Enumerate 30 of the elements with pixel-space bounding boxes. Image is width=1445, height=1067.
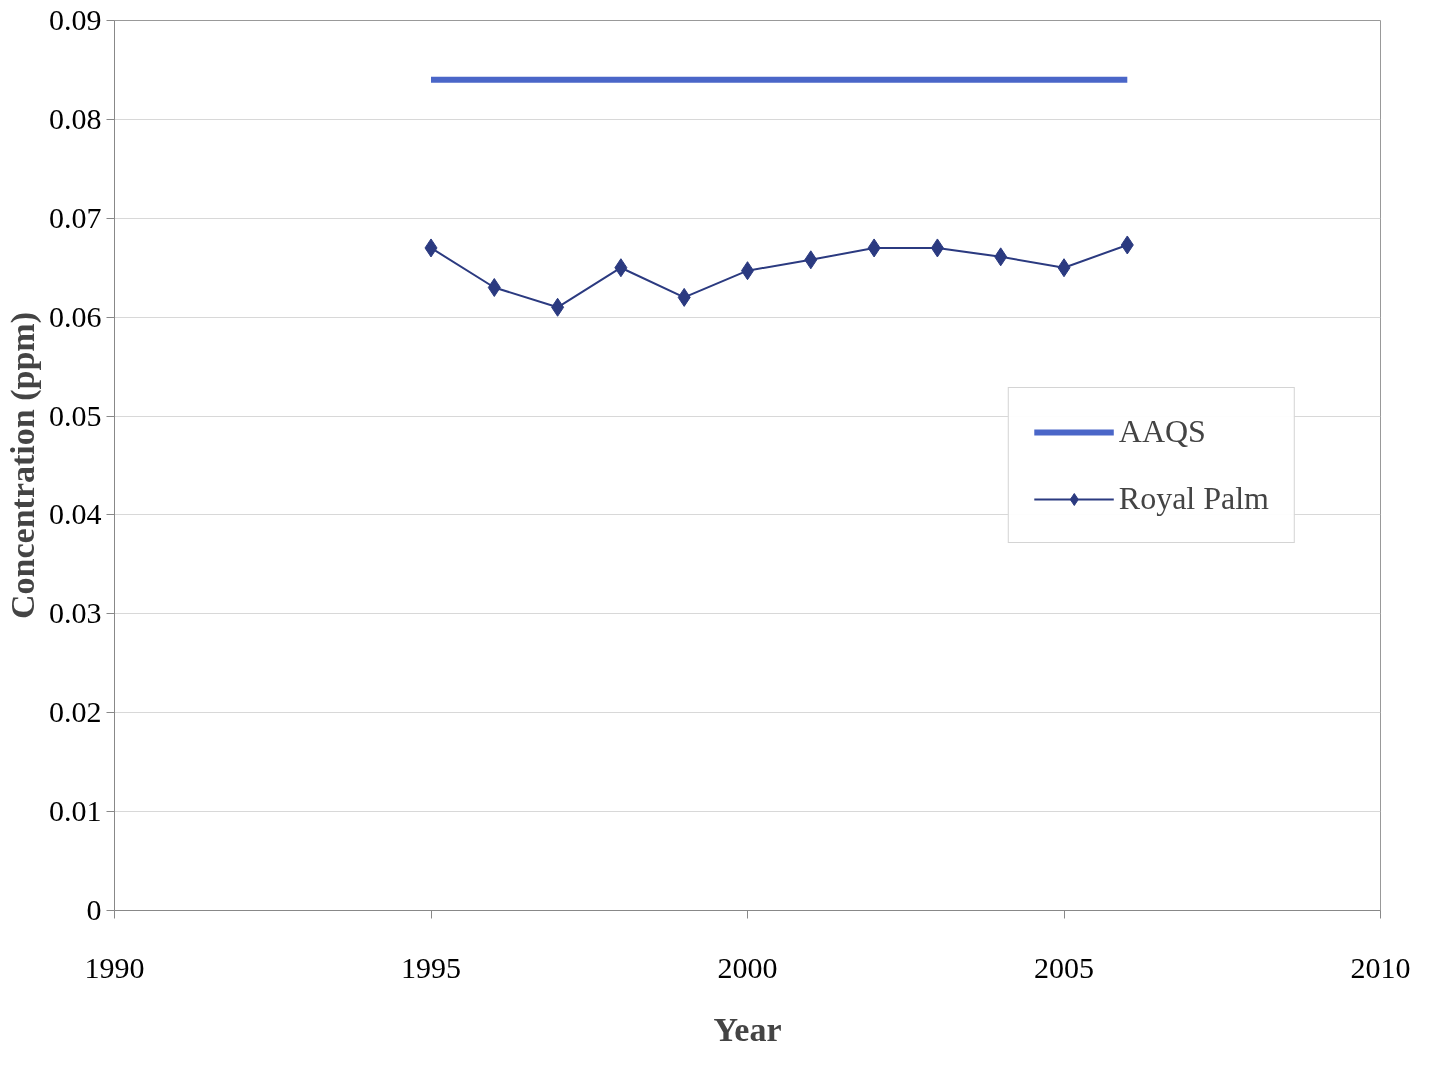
point xyxy=(487,278,501,297)
point xyxy=(867,238,881,258)
y-tick-label: 0.04 xyxy=(49,497,102,531)
point xyxy=(994,247,1008,267)
x-tick-label: 1990 xyxy=(84,950,145,984)
y-tick-label: 0.01 xyxy=(49,794,102,828)
y-tick-label: 0 xyxy=(86,893,102,926)
y-tick-label: 0.09 xyxy=(49,3,102,36)
point xyxy=(930,238,944,258)
point xyxy=(804,250,818,270)
point xyxy=(1057,258,1071,278)
y-tick-label: 0.08 xyxy=(49,101,102,135)
x-tick-label: 2005 xyxy=(1034,950,1094,984)
point xyxy=(1120,235,1134,255)
point xyxy=(677,287,691,307)
point xyxy=(614,258,628,278)
x-tick-label: 1995 xyxy=(401,950,461,984)
y-axis-title: Concentration (ppm) xyxy=(4,312,42,619)
y-tick-label: 0.06 xyxy=(49,299,102,333)
point xyxy=(424,238,438,258)
y-tick-label: 0.03 xyxy=(49,596,102,630)
x-tick-label: 2000 xyxy=(717,950,778,984)
y-tick-label: 0.02 xyxy=(49,695,102,729)
y-tick-label: 0.05 xyxy=(49,398,102,432)
x-axis-title: Year xyxy=(713,1010,782,1048)
legend-label: Royal Palm xyxy=(1118,480,1269,517)
y-tick-label: 0.07 xyxy=(49,200,102,234)
point xyxy=(551,297,565,317)
legend-label: AAQS xyxy=(1118,413,1206,450)
x-tick-label: 2010 xyxy=(1350,950,1411,984)
